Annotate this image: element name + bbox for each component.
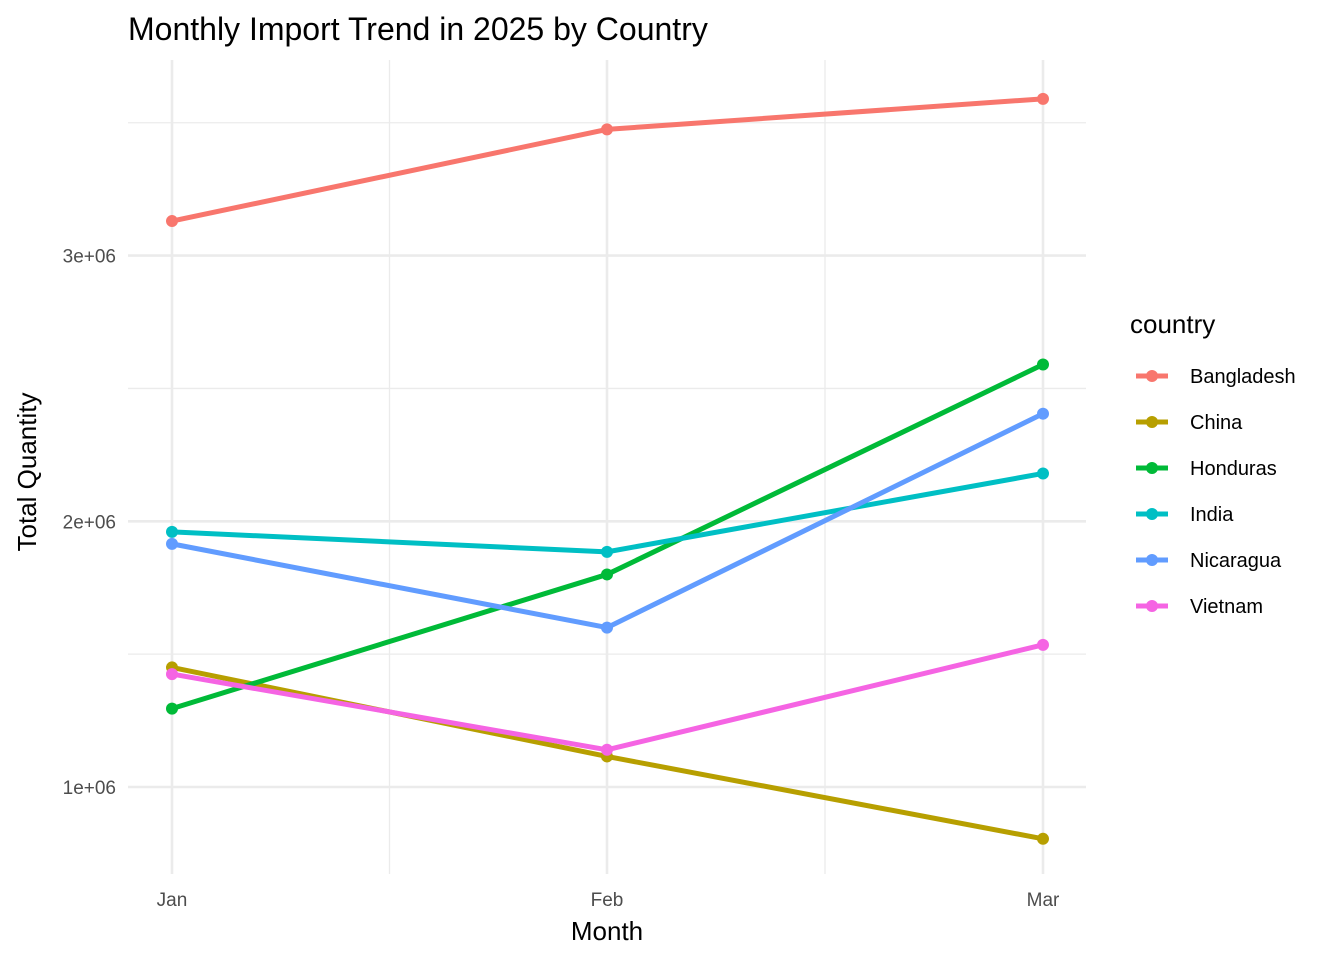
data-point-bangladesh — [1037, 92, 1049, 105]
legend-key-point — [1146, 554, 1158, 566]
data-point-vietnam — [1037, 638, 1049, 651]
legend-label: Nicaragua — [1190, 550, 1282, 572]
x-axis-title: Month — [571, 916, 643, 946]
legend-item-bangladesh: Bangladesh — [1136, 366, 1296, 388]
series-india — [166, 467, 1049, 558]
data-point-nicaragua — [166, 537, 178, 550]
data-point-bangladesh — [166, 215, 178, 228]
legend: country Bangladesh China Honduras India Nica… — [1130, 309, 1296, 618]
legend-label: Vietnam — [1190, 596, 1263, 618]
series-vietnam — [166, 638, 1049, 756]
chart-title: Monthly Import Trend in 2025 by Country — [128, 11, 708, 47]
legend-item-vietnam: Vietnam — [1136, 596, 1263, 618]
data-point-honduras — [1037, 358, 1049, 371]
series-nicaragua — [166, 407, 1049, 634]
legend-title: country — [1130, 309, 1215, 339]
legend-item-nicaragua: Nicaragua — [1136, 550, 1282, 572]
legend-key-point — [1146, 462, 1158, 474]
data-point-vietnam — [166, 668, 178, 681]
legend-key-point — [1146, 370, 1158, 382]
legend-key-point — [1146, 600, 1158, 612]
legend-label: Bangladesh — [1190, 366, 1296, 388]
x-tick-label: Feb — [591, 890, 624, 911]
y-tick-label: 1e+06 — [63, 778, 116, 799]
x-tick-label: Jan — [157, 890, 188, 911]
legend-key-point — [1146, 416, 1158, 428]
series-honduras — [166, 358, 1049, 715]
x-axis-ticks: Jan Feb Mar — [157, 890, 1060, 911]
legend-item-honduras: Honduras — [1136, 458, 1277, 480]
legend-key-point — [1146, 508, 1158, 520]
y-axis-ticks: 1e+06 2e+06 3e+06 — [63, 247, 116, 799]
data-point-nicaragua — [1037, 407, 1049, 420]
data-point-nicaragua — [601, 621, 613, 634]
data-point-india — [601, 545, 613, 558]
data-point-china — [1037, 832, 1049, 845]
data-point-india — [1037, 467, 1049, 480]
legend-label: India — [1190, 504, 1234, 526]
legend-item-india: India — [1136, 504, 1234, 526]
y-tick-label: 2e+06 — [63, 512, 116, 533]
legend-label: China — [1190, 412, 1243, 434]
data-point-bangladesh — [601, 123, 613, 136]
data-point-honduras — [166, 702, 178, 715]
x-tick-label: Mar — [1027, 890, 1060, 911]
y-tick-label: 3e+06 — [63, 247, 116, 268]
y-axis-title: Total Quantity — [12, 393, 42, 552]
series-bangladesh — [166, 92, 1049, 228]
data-point-vietnam — [601, 743, 613, 756]
data-point-honduras — [601, 568, 613, 581]
legend-item-china: China — [1136, 412, 1243, 434]
series-layer — [166, 92, 1049, 845]
legend-label: Honduras — [1190, 458, 1277, 480]
data-point-india — [166, 525, 178, 538]
